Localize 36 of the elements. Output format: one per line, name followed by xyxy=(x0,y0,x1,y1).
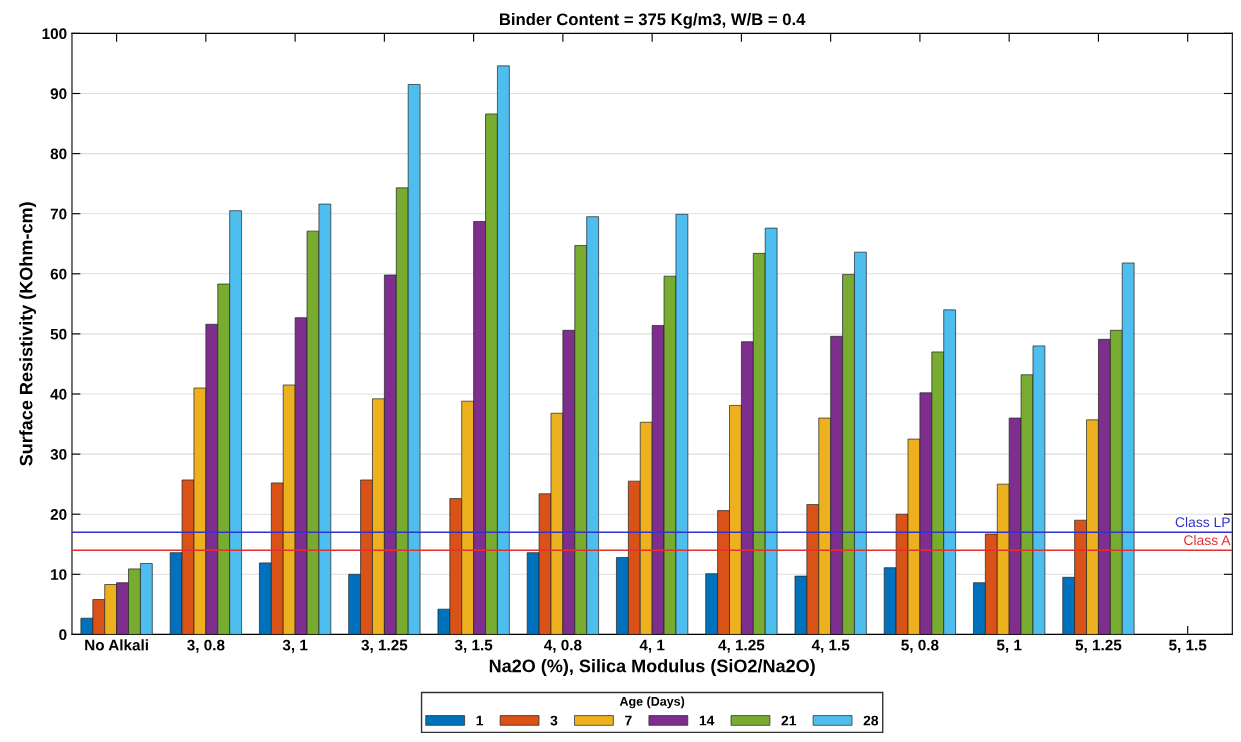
x-tick-label: 3, 1.25 xyxy=(361,639,408,653)
legend-label: 21 xyxy=(781,715,797,726)
x-axis-title: Na2O (%), Silica Modulus (SiO2/Na2O) xyxy=(489,659,815,676)
legend-label: 1 xyxy=(476,715,484,726)
x-tick-label: No Alkali xyxy=(85,639,148,651)
legend-label: 14 xyxy=(699,715,715,726)
ref-line-label: Class A xyxy=(1184,534,1231,546)
y-tick-label: 90 xyxy=(50,88,67,100)
x-tick-label: 3, 0.8 xyxy=(187,639,225,653)
legend-title: Age (Days) xyxy=(619,696,685,709)
x-tick-label: 5, 0.8 xyxy=(901,639,939,653)
y-tick-label: 10 xyxy=(51,569,67,580)
x-tick-label: 5, 1 xyxy=(996,639,1022,653)
y-tick-label: 100 xyxy=(42,28,67,40)
x-tick-label: 5, 1.25 xyxy=(1075,639,1122,653)
x-tick-label: 4, 1 xyxy=(639,639,665,653)
y-tick-label: 20 xyxy=(50,509,67,520)
y-tick-label: 50 xyxy=(50,328,67,340)
y-tick-label: 40 xyxy=(50,388,67,400)
x-tick-label: 3, 1 xyxy=(282,639,308,653)
x-tick-label: 4, 1.5 xyxy=(811,639,850,653)
x-tick-label: 3, 1.5 xyxy=(454,639,493,653)
legend-label: 7 xyxy=(625,715,632,726)
legend-label: 3 xyxy=(550,715,558,726)
legend-label: 28 xyxy=(863,715,879,726)
y-tick-label: 0 xyxy=(59,629,67,641)
y-axis-title: Surface Resistivity (KOhm-cm) xyxy=(19,202,37,466)
y-tick-label: 70 xyxy=(50,208,67,220)
y-tick-label: 30 xyxy=(50,448,67,460)
ref-line-label: Class LP xyxy=(1175,516,1230,528)
chart-title: Binder Content = 375 Kg/m3, W/B = 0.4 xyxy=(499,12,806,29)
y-tick-label: 60 xyxy=(50,268,67,280)
y-tick-label: 80 xyxy=(50,148,67,160)
x-tick-label: 4, 0.8 xyxy=(544,639,582,653)
x-tick-label: 5, 1.5 xyxy=(1169,639,1207,653)
x-tick-label: 4, 1.25 xyxy=(718,639,765,653)
